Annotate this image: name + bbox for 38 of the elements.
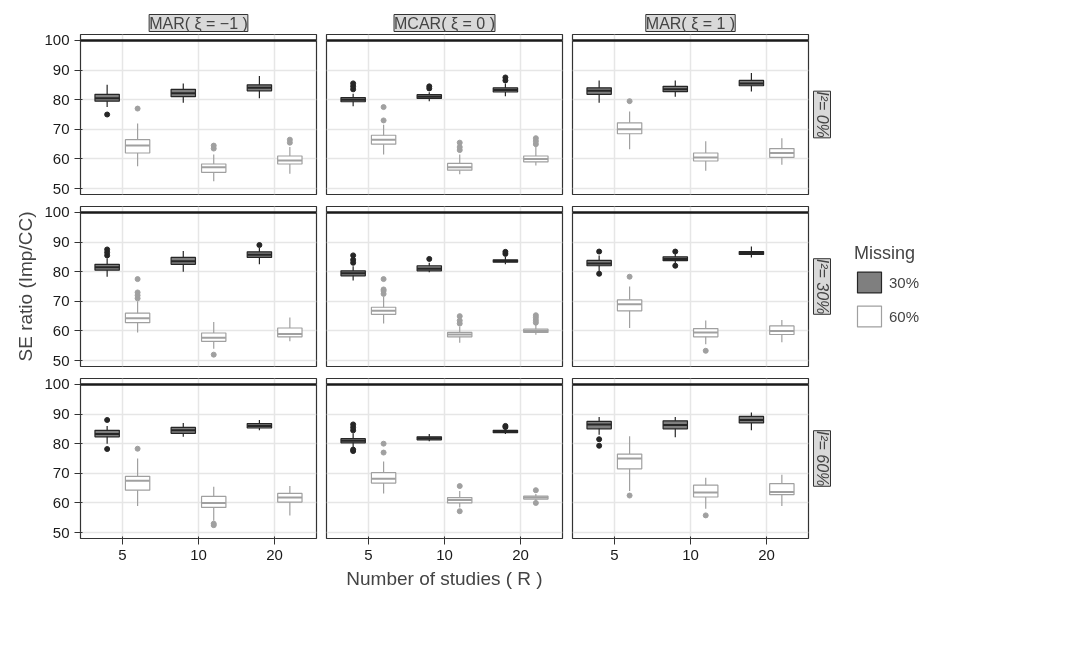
y-tick-label: 50	[52, 351, 70, 369]
y-tick-label: 100	[44, 203, 70, 221]
chart-title: MAR( ξ = −1 )	[149, 14, 248, 33]
y-tick-label: 90	[52, 233, 70, 251]
y-tick-label: 90	[52, 405, 70, 423]
y2-axis-title: I²= 60%	[813, 430, 831, 487]
y-tick-label: 100	[44, 375, 70, 393]
chart-title: MCAR( ξ = 0 )	[394, 14, 495, 33]
legend-title: Missing	[854, 243, 916, 264]
x-tick-label: 20	[266, 545, 283, 563]
y-tick-label: 90	[52, 61, 70, 79]
chart-title: MAR( ξ = 1 )	[645, 14, 736, 33]
y-tick-label: 80	[52, 434, 70, 452]
legend-label: 30%	[889, 273, 920, 291]
y-tick-label: 80	[52, 262, 70, 280]
y-tick-label: 100	[44, 31, 70, 49]
x-tick-label: 10	[682, 545, 699, 563]
y-tick-label: 70	[52, 464, 70, 482]
y-tick-label: 70	[52, 292, 70, 310]
y-axis-title: SE ratio (Imp/CC)	[15, 211, 37, 362]
y-tick-label: 70	[52, 120, 70, 138]
x-tick-label: 20	[758, 545, 775, 563]
x-tick-label: 10	[436, 545, 453, 563]
y2-axis-title: I²= 0%	[813, 91, 831, 138]
x-tick-label: 5	[364, 545, 373, 563]
y-tick-label: 60	[52, 321, 70, 339]
y-tick-label: 80	[52, 90, 70, 108]
y-tick-label: 60	[52, 493, 70, 511]
x-axis-title: Number of studies ( R )	[346, 567, 543, 589]
x-tick-label: 5	[610, 545, 619, 563]
y-tick-label: 50	[52, 523, 70, 541]
x-tick-label: 10	[190, 545, 207, 563]
x-tick-label: 20	[512, 545, 529, 563]
legend-label: 60%	[889, 307, 920, 325]
y-tick-label: 50	[52, 179, 70, 197]
x-tick-label: 5	[118, 545, 127, 563]
y-tick-label: 60	[52, 149, 70, 167]
y2-axis-title: I²= 30%	[813, 258, 831, 315]
